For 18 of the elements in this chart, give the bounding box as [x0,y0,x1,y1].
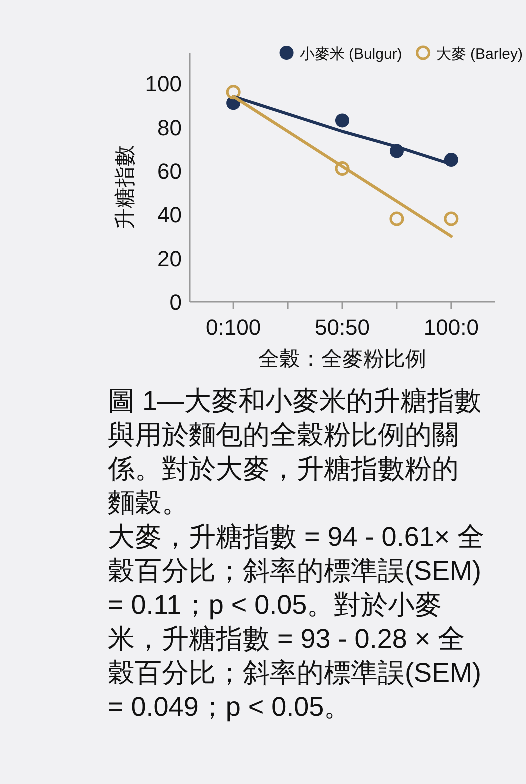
y-tick-label: 100 [145,72,182,97]
x-tick-label: 50:50 [314,315,370,340]
x-tick-label: 100:0 [424,315,479,340]
point [390,212,404,226]
y-axis-title: 升糖指數 [114,146,137,230]
point [336,114,350,128]
legend-label: 大麥 (Barley) [436,46,523,63]
caption: 圖 1—大麥和小麥米的升糖指數與用於麵包的全穀粉比例的關係。對於大麥，升糖指數粉的麵穀。 [108,385,483,520]
point [444,212,459,226]
y-tick-label: 80 [158,115,182,140]
legend-label: 小麥米 (Bulgur) [300,46,402,63]
y-tick-label: 0 [170,290,182,315]
y-tick-label: 40 [158,202,182,228]
y-tick-label: 20 [158,246,182,272]
y-tick-label: 60 [158,158,182,184]
text: 大麥，升糖指數 = 94 - 0.61× 全穀百分比；斜率的標準誤(SEM) = 0.11；p < 0.05。對於小麥米，升糖指數 = 93 - 0.28 × 全穀百分比；斜率的標準誤(SEM) = 0.049；p < 0.05。 [108,521,485,724]
x-tick-label: 0:100 [206,315,262,340]
x-axis-title: 全穀：全麥粉比例 [258,348,426,371]
